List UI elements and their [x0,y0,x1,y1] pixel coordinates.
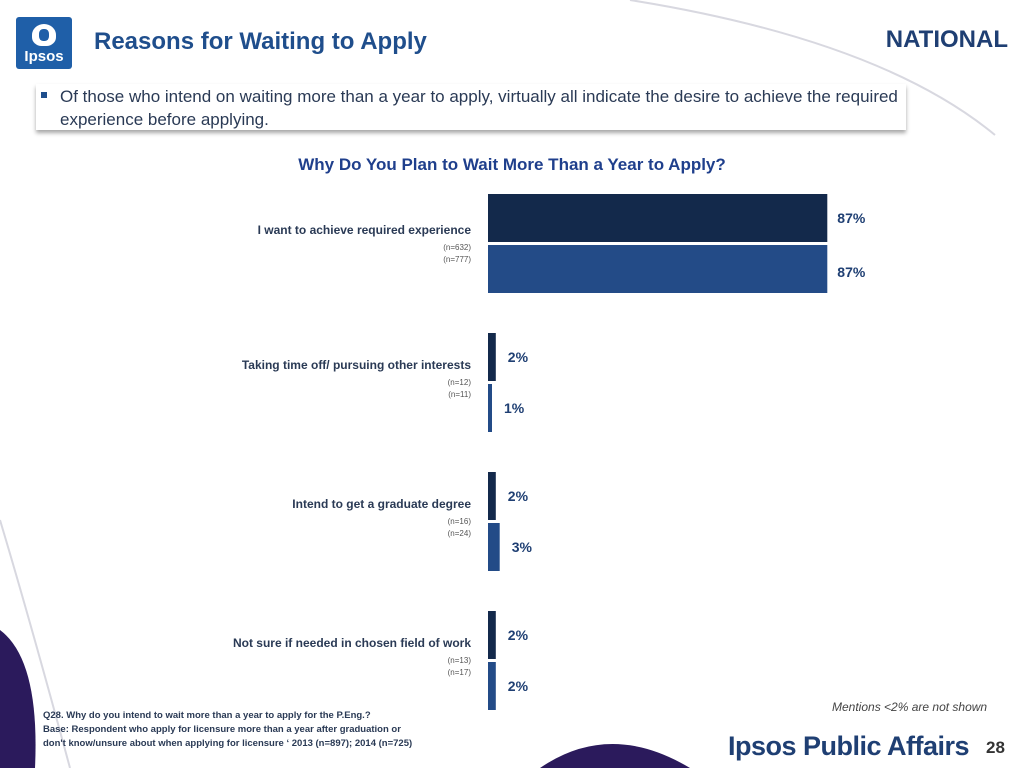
footnote: Q28. Why do you intend to wait more than… [43,709,463,751]
footnote-question: Q28. Why do you intend to wait more than… [43,710,371,721]
bar [488,611,496,659]
data-label: 87% [837,210,866,226]
sample-size-label: (n=632) [443,243,471,252]
footnote-base: Base: Respondent who apply for licensure… [43,724,401,735]
brand-wordmark: Ipsos Public Affairs [728,731,970,761]
logo-text: Ipsos [24,48,64,65]
decorative-purple-shape [540,744,690,768]
bar [488,194,828,242]
bar [488,384,492,432]
bar [488,245,828,293]
data-label: 1% [504,400,525,416]
sample-size-label: (n=16) [448,517,472,526]
bullet-icon [41,92,47,98]
data-label: 2% [508,678,529,694]
sample-size-label: (n=12) [448,378,472,387]
page-title: Reasons for Waiting to Apply [94,28,427,55]
summary-box: Of those who intend on waiting more than… [36,84,906,130]
sample-size-label: (n=777) [443,255,471,264]
data-label: 2% [508,349,529,365]
sample-size-label: (n=17) [448,668,472,677]
ipsos-logo: Ipsos [16,17,72,69]
bar [488,333,496,381]
summary-text: Of those who intend on waiting more than… [60,87,898,129]
decorative-arc [629,0,996,136]
data-label: 3% [512,539,533,555]
region-label: NATIONAL [885,26,1008,53]
mentions-note: Mentions <2% are not shown [832,700,988,714]
bar [488,472,496,520]
data-label: 2% [508,627,529,643]
decorative-arc [0,519,71,768]
category-label: Not sure if needed in chosen field of wo… [233,636,471,650]
category-label: I want to achieve required experience [258,223,472,237]
category-label: Taking time off/ pursuing other interest… [242,358,471,372]
sample-size-label: (n=11) [448,390,471,399]
sample-size-label: (n=13) [448,656,472,665]
logo-mark-icon [32,24,56,46]
chart-title: Why Do You Plan to Wait More Than a Year… [298,155,726,174]
decorative-purple-shape [0,630,36,768]
category-label: Intend to get a graduate degree [292,497,471,511]
bar [488,662,496,710]
data-label: 87% [837,264,866,280]
data-label: 2% [508,488,529,504]
sample-size-label: (n=24) [448,529,472,538]
page-number: 28 [986,738,1005,757]
bar [488,523,500,571]
footnote-base-continued: don't know/unsure about when applying fo… [43,738,413,749]
